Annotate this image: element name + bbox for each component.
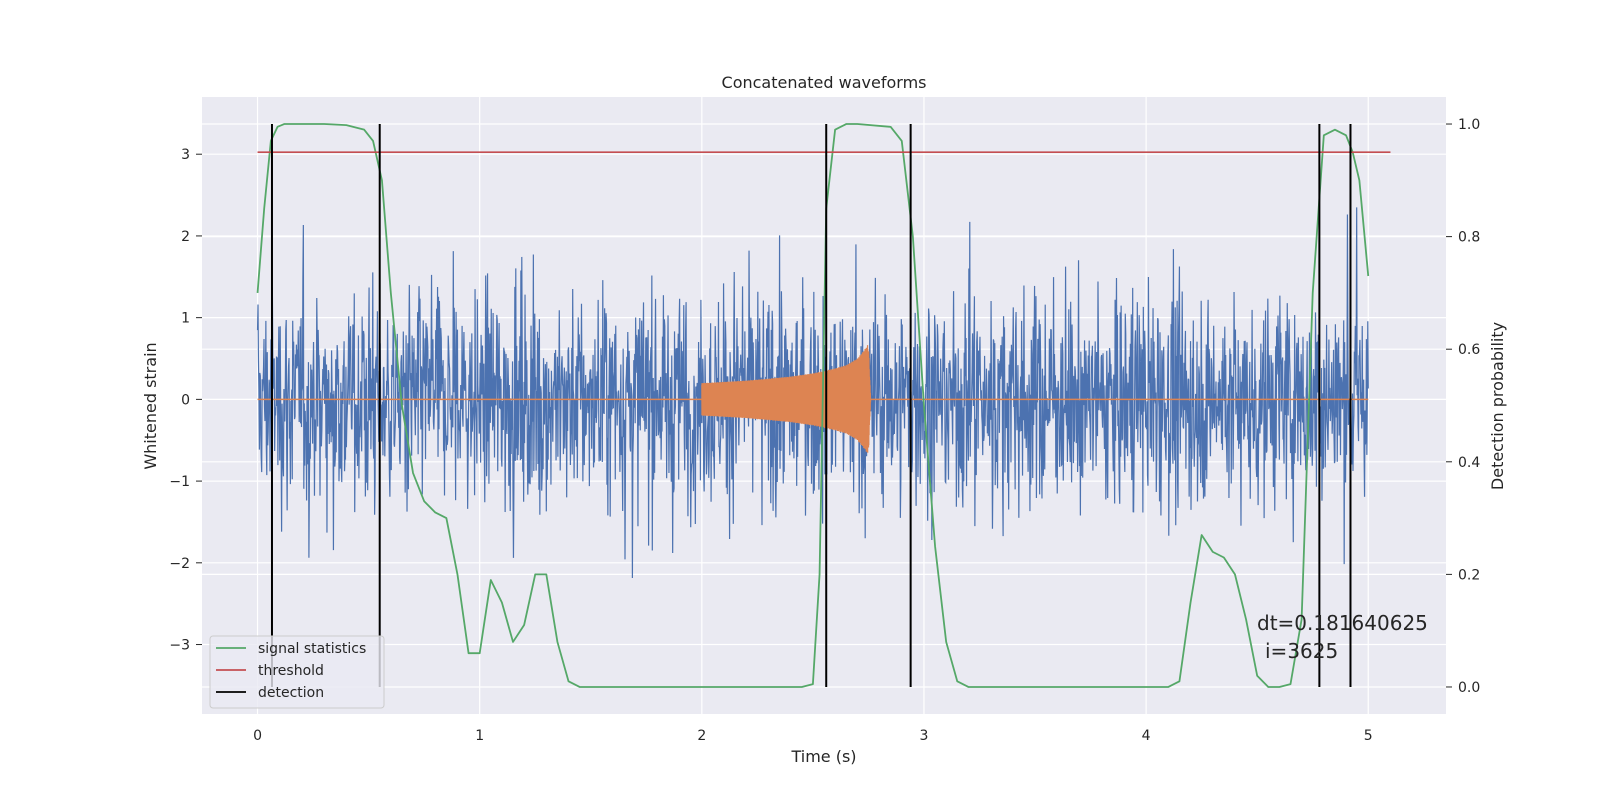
y-axis-left-label: Whitened strain — [141, 342, 160, 469]
legend-label-detection: detection — [258, 685, 324, 701]
x-tick-label: 0 — [253, 728, 262, 744]
y-right-tick-label: 0.6 — [1458, 342, 1480, 358]
y-left-tick-label: −2 — [169, 556, 190, 572]
y-left-tick-label: 2 — [181, 229, 190, 245]
y-right-tick-label: 0.2 — [1458, 567, 1480, 583]
y-left-tick-label: 1 — [181, 311, 190, 327]
y-right-tick-label: 0.8 — [1458, 230, 1480, 246]
y-axis-left-ticks: −3 −2 −1 0 1 2 3 — [169, 147, 202, 654]
legend-box — [209, 635, 385, 709]
legend: signal statistics threshold detection — [209, 635, 385, 709]
y-axis-right-ticks: 0.0 0.2 0.4 0.6 0.8 1.0 — [1446, 117, 1480, 696]
y-left-tick-label: −3 — [169, 638, 190, 654]
x-tick-label: 3 — [920, 728, 929, 744]
x-axis-ticks: 0 1 2 3 4 5 — [253, 728, 1373, 744]
detection-series — [270, 124, 1352, 687]
x-tick-label: 5 — [1364, 728, 1373, 744]
y-axis-right-label: Detection probability — [1488, 322, 1507, 490]
legend-label-threshold: threshold — [258, 663, 324, 679]
y-right-tick-label: 1.0 — [1458, 117, 1480, 133]
x-axis-label: Time (s) — [790, 747, 856, 766]
x-tick-label: 4 — [1142, 728, 1151, 744]
x-tick-label: 1 — [475, 728, 484, 744]
y-left-tick-label: 0 — [181, 392, 190, 408]
legend-label-signal-statistics: signal statistics — [258, 641, 366, 657]
chart-title: Concatenated waveforms — [722, 73, 927, 92]
annotation-dt: dt=0.181640625 — [1257, 611, 1428, 635]
y-left-tick-label: 3 — [181, 147, 190, 163]
y-right-tick-label: 0.0 — [1458, 680, 1480, 696]
annotation-i: i=3625 — [1265, 639, 1338, 663]
chirp-waveform-series — [257, 345, 1369, 453]
x-tick-label: 2 — [697, 728, 706, 744]
y-right-tick-label: 0.4 — [1458, 455, 1480, 471]
chirp-line — [701, 345, 872, 453]
y-left-tick-label: −1 — [169, 474, 190, 490]
